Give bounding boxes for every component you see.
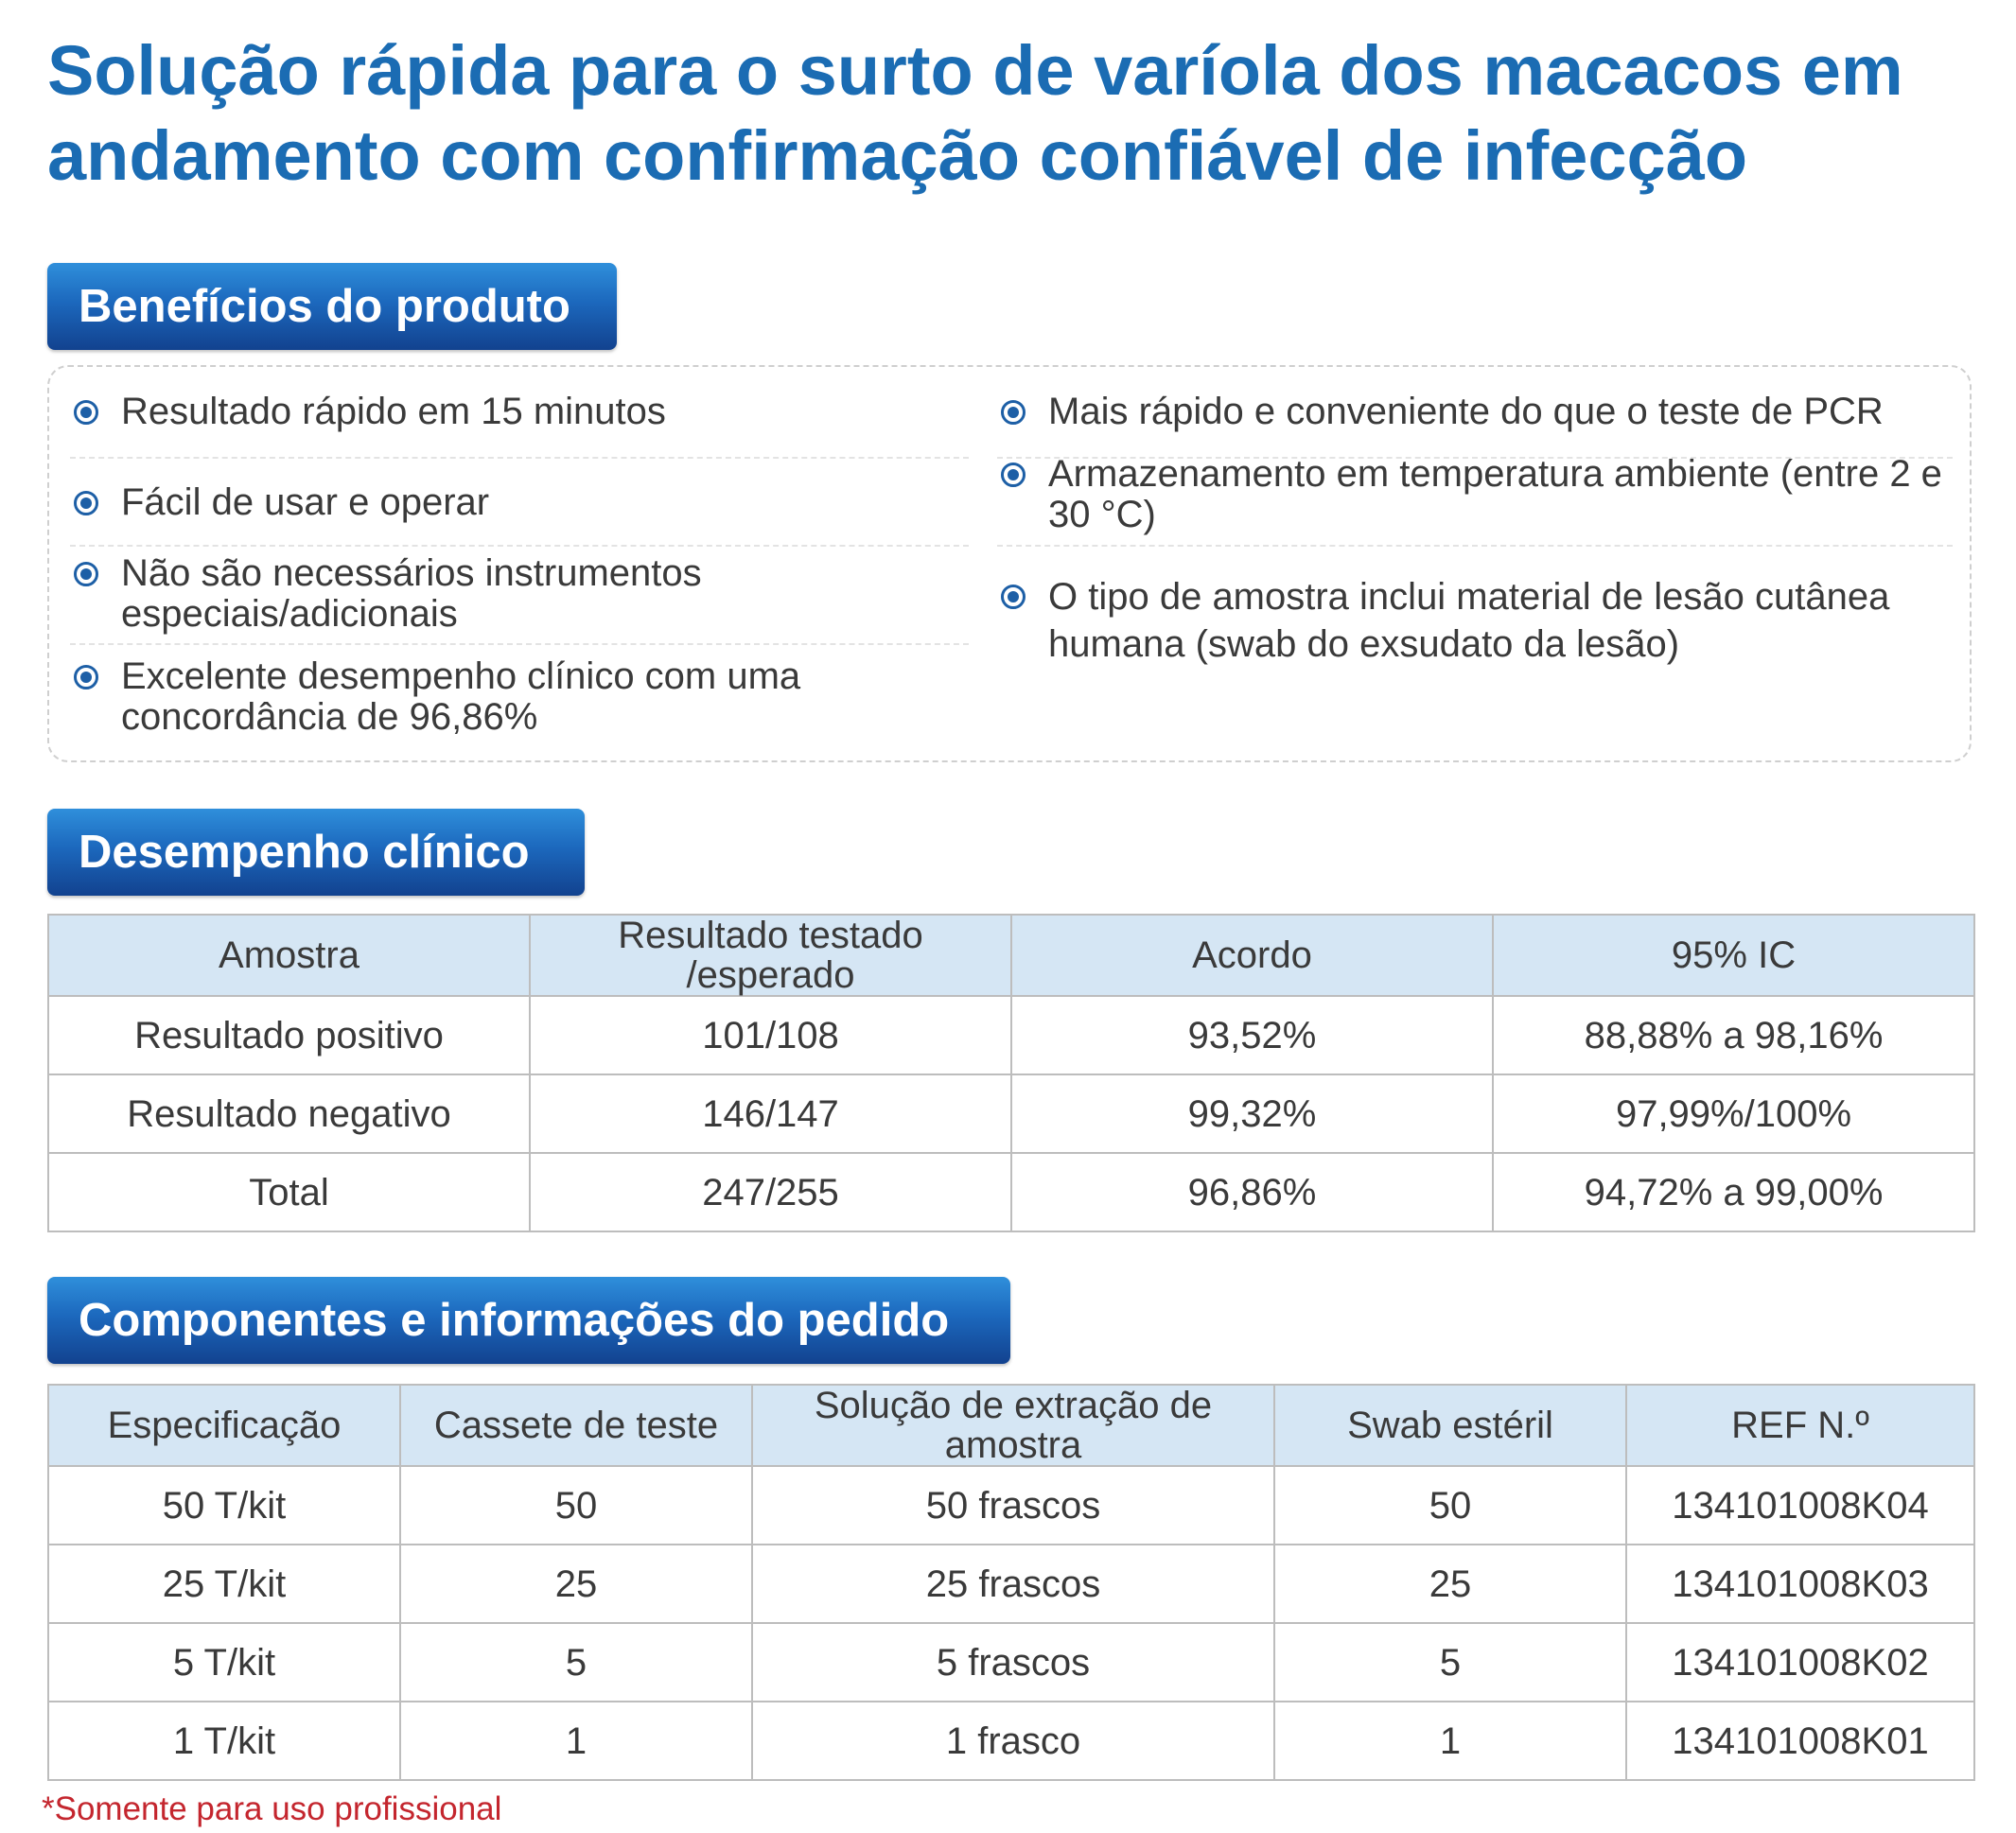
divider [70,457,969,459]
radio-bullet-icon [1001,400,1026,425]
table-cell: 134101008K02 [1625,1622,1975,1702]
column-header: Acordo [1010,914,1494,997]
table-cell: 50 [1273,1465,1627,1545]
divider [997,545,1953,547]
order-section-header: Componentes e informações do pedido [47,1277,1010,1364]
table-cell: 94,72% a 99,00% [1492,1152,1975,1232]
column-header: Resultado testado /esperado [529,914,1012,997]
table-cell: 50 [399,1465,753,1545]
table-cell: 96,86% [1010,1152,1494,1232]
radio-bullet-icon [1001,585,1026,609]
radio-bullet-icon [74,491,98,515]
benefit-item: Excelente desempenho clínico com uma con… [70,656,969,738]
table-cell: 1 frasco [751,1701,1275,1781]
benefit-text: Fácil de usar e operar [121,481,490,523]
benefits-box: Resultado rápido em 15 minutos Fácil de … [47,365,1972,762]
column-header: Especificação [47,1384,401,1467]
radio-bullet-icon [1001,463,1026,487]
table-row: Total 247/255 96,86% 94,72% a 99,00% [47,1152,1975,1232]
table-row: 1 T/kit 1 1 frasco 1 134101008K01 [47,1701,1975,1781]
table-row: 50 T/kit 50 50 frascos 50 134101008K04 [47,1465,1975,1545]
column-header: 95% IC [1492,914,1975,997]
clinical-performance-table: Amostra Resultado testado /esperado Acor… [47,914,1975,1232]
benefit-text: Não são necessários instrumentos especia… [121,552,702,635]
radio-bullet-icon [74,562,98,586]
table-cell: 25 frascos [751,1544,1275,1624]
benefits-section-header: Benefícios do produto [47,263,617,350]
column-header: REF N.º [1625,1384,1975,1467]
table-cell: 134101008K01 [1625,1701,1975,1781]
divider [70,545,969,547]
table-cell: 134101008K03 [1625,1544,1975,1624]
table-cell: 5 frascos [751,1622,1275,1702]
benefit-item: Resultado rápido em 15 minutos [70,392,969,432]
radio-bullet-icon [74,400,98,425]
table-cell: 50 T/kit [47,1465,401,1545]
benefit-item: Mais rápido e conveniente do que o teste… [997,392,1953,432]
benefit-item: Armazenamento em temperatura ambiente (e… [997,454,1953,535]
table-row: 5 T/kit 5 5 frascos 5 134101008K02 [47,1622,1975,1702]
table-cell: 5 [1273,1622,1627,1702]
table-row: 25 T/kit 25 25 frascos 25 134101008K03 [47,1544,1975,1624]
benefit-text: Excelente desempenho clínico com uma con… [121,655,801,738]
benefit-item: Fácil de usar e operar [70,482,969,523]
table-cell: 99,32% [1010,1074,1494,1154]
table-cell: Total [47,1152,531,1232]
table-cell: Resultado positivo [47,995,531,1075]
order-information-table: Especificação Cassete de teste Solução d… [47,1384,1975,1781]
professional-use-footnote: *Somente para uso profissional [42,1790,502,1827]
table-cell: Resultado negativo [47,1074,531,1154]
table-cell: 247/255 [529,1152,1012,1232]
table-cell: 97,99%/100% [1492,1074,1975,1154]
benefit-item: O tipo de amostra inclui material de les… [997,573,1953,668]
radio-bullet-icon [74,665,98,690]
benefit-item: Não são necessários instrumentos especia… [70,553,969,635]
table-cell: 93,52% [1010,995,1494,1075]
table-cell: 5 [399,1622,753,1702]
table-cell: 134101008K04 [1625,1465,1975,1545]
table-cell: 1 T/kit [47,1701,401,1781]
table-header-row: Especificação Cassete de teste Solução d… [47,1384,1975,1467]
table-cell: 146/147 [529,1074,1012,1154]
benefit-text: Mais rápido e conveniente do que o teste… [1048,391,1884,432]
table-cell: 25 T/kit [47,1544,401,1624]
benefit-text: O tipo de amostra inclui material de les… [1048,576,1890,665]
column-header: Swab estéril [1273,1384,1627,1467]
table-cell: 5 T/kit [47,1622,401,1702]
table-cell: 88,88% a 98,16% [1492,995,1975,1075]
divider [70,643,969,645]
table-cell: 1 [399,1701,753,1781]
table-cell: 25 [399,1544,753,1624]
benefit-text: Resultado rápido em 15 minutos [121,391,666,432]
table-cell: 25 [1273,1544,1627,1624]
table-header-row: Amostra Resultado testado /esperado Acor… [47,914,1975,997]
divider [997,457,1953,459]
column-header: Solução de extração de amostra [751,1384,1275,1467]
column-header: Amostra [47,914,531,997]
table-row: Resultado positivo 101/108 93,52% 88,88%… [47,995,1975,1075]
clinical-section-header: Desempenho clínico [47,809,585,896]
page-title: Solução rápida para o surto de varíola d… [47,31,1903,195]
table-row: Resultado negativo 146/147 99,32% 97,99%… [47,1074,1975,1154]
table-cell: 50 frascos [751,1465,1275,1545]
benefit-text: Armazenamento em temperatura ambiente (e… [1048,453,1942,535]
table-cell: 101/108 [529,995,1012,1075]
table-cell: 1 [1273,1701,1627,1781]
column-header: Cassete de teste [399,1384,753,1467]
